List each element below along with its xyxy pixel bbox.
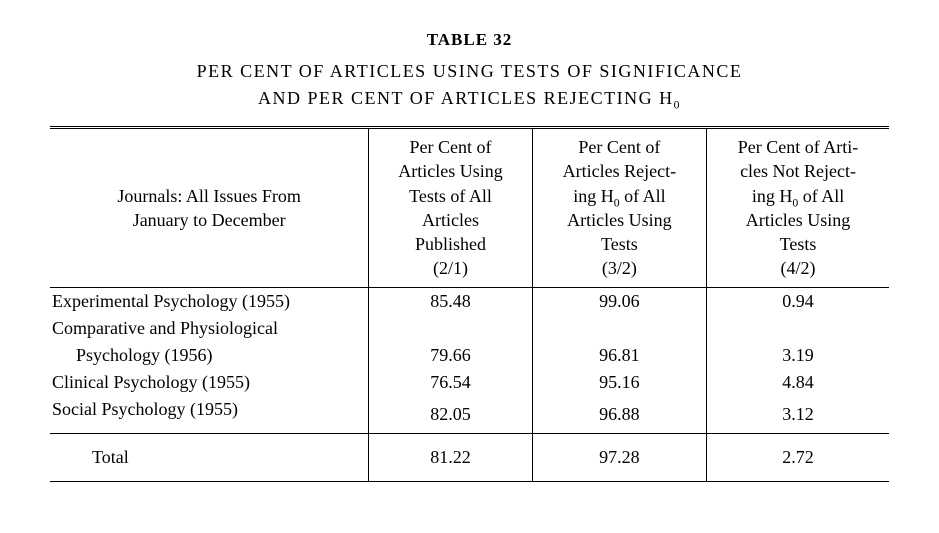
- col-header-journals: Journals: All Issues From January to Dec…: [50, 128, 369, 288]
- col3-l3a: ing H: [752, 186, 793, 206]
- cell-value: [707, 315, 889, 342]
- col-header-pct-using: Per Cent of Articles Using Tests of All …: [369, 128, 532, 288]
- cell-value: 0.94: [707, 287, 889, 315]
- col2-l4: Articles Using: [567, 210, 671, 230]
- table-row: Comparative and Physiological: [50, 315, 889, 342]
- total-value: 81.22: [369, 433, 532, 481]
- row-label: Social Psychology (1955): [50, 396, 369, 434]
- total-label: Total: [52, 447, 129, 467]
- cell-value: 96.88: [532, 396, 706, 434]
- col2-l3b: of All: [620, 186, 666, 206]
- col2-l3a: ing H: [573, 186, 614, 206]
- cell-value: 4.84: [707, 369, 889, 396]
- col3-l3b: of All: [798, 186, 844, 206]
- col2-l5: Tests: [601, 234, 638, 254]
- col3-l1: Per Cent of Arti-: [738, 137, 858, 157]
- title-subscript: 0: [674, 99, 681, 112]
- total-value: 2.72: [707, 433, 889, 481]
- row-label-cont-text: Psychology (1956): [52, 345, 213, 365]
- row-label: Comparative and Physiological: [50, 315, 369, 342]
- cell-value: 95.16: [532, 369, 706, 396]
- cell-value: 3.19: [707, 342, 889, 369]
- col2-l6: (3/2): [602, 258, 637, 278]
- cell-value: 99.06: [532, 287, 706, 315]
- total-row: Total 81.22 97.28 2.72: [50, 433, 889, 481]
- col3-l6: (4/2): [781, 258, 816, 278]
- total-value: 97.28: [532, 433, 706, 481]
- table-row: Social Psychology (1955) 82.05 96.88 3.1…: [50, 396, 889, 434]
- table-row-continuation: Psychology (1956) 79.66 96.81 3.19: [50, 342, 889, 369]
- total-label-cell: Total: [50, 433, 369, 481]
- data-table: Journals: All Issues From January to Dec…: [50, 126, 889, 482]
- cell-value: [532, 315, 706, 342]
- col3-l2: cles Not Reject-: [740, 161, 856, 181]
- cell-value: [369, 315, 532, 342]
- cell-value: 96.81: [532, 342, 706, 369]
- col1-l4: Articles: [422, 210, 479, 230]
- title-line1: PER CENT OF ARTICLES USING TESTS OF SIGN…: [197, 61, 743, 81]
- cell-value: 85.48: [369, 287, 532, 315]
- col1-l6: (2/1): [433, 258, 468, 278]
- col2-l2: Articles Reject-: [563, 161, 676, 181]
- col0-l2: January to December: [133, 210, 286, 230]
- col2-l1: Per Cent of: [578, 137, 660, 157]
- row-label: Clinical Psychology (1955): [50, 369, 369, 396]
- row-label-cont: Psychology (1956): [50, 342, 369, 369]
- col3-l5: Tests: [780, 234, 817, 254]
- col0-l1: Journals: All Issues From: [117, 186, 301, 206]
- title-line2: AND PER CENT OF ARTICLES REJECTING H: [258, 88, 674, 108]
- col1-l2: Articles Using: [398, 161, 502, 181]
- col3-l4: Articles Using: [746, 210, 850, 230]
- table-number: TABLE 32: [50, 30, 889, 50]
- table-title: PER CENT OF ARTICLES USING TESTS OF SIGN…: [50, 58, 889, 112]
- col1-l1: Per Cent of: [410, 137, 492, 157]
- col-header-pct-not-rejecting: Per Cent of Arti- cles Not Reject- ing H…: [707, 128, 889, 288]
- col1-l5: Published: [415, 234, 486, 254]
- cell-value: 3.12: [707, 396, 889, 434]
- table-row: Experimental Psychology (1955) 85.48 99.…: [50, 287, 889, 315]
- cell-value: 79.66: [369, 342, 532, 369]
- cell-value: 82.05: [369, 396, 532, 434]
- col-header-pct-rejecting: Per Cent of Articles Reject- ing H0 of A…: [532, 128, 706, 288]
- cell-value: 76.54: [369, 369, 532, 396]
- row-label: Experimental Psychology (1955): [50, 287, 369, 315]
- col1-l3: Tests of All: [409, 186, 492, 206]
- table-row: Clinical Psychology (1955) 76.54 95.16 4…: [50, 369, 889, 396]
